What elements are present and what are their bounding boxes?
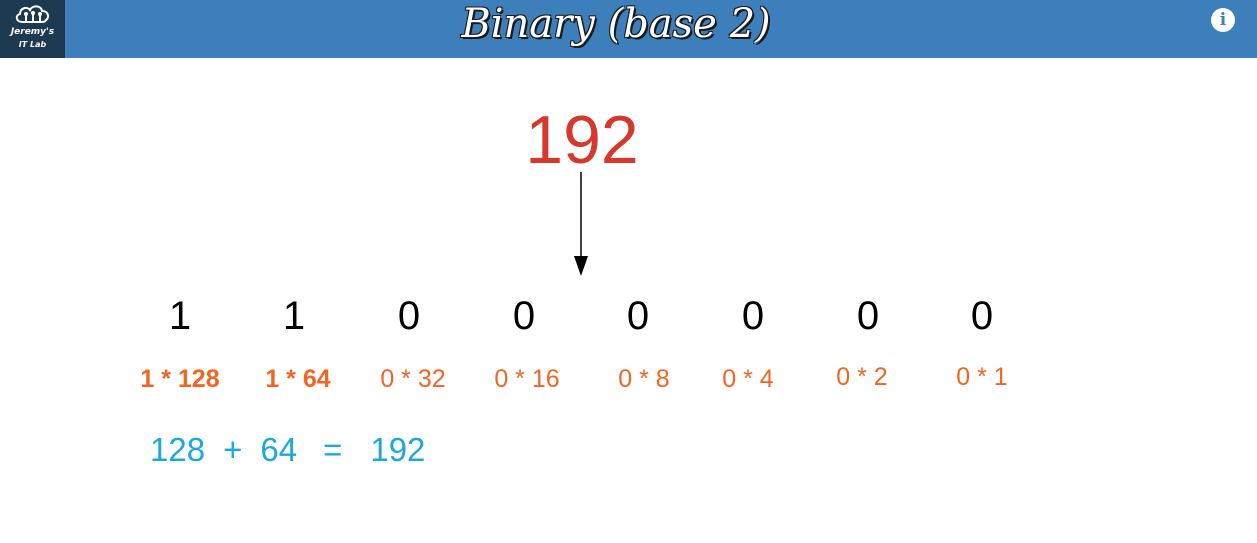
bit-digit-4: 0 — [741, 294, 765, 338]
down-arrow-icon — [574, 172, 588, 276]
page-title: Binary (base 2) — [461, 1, 771, 47]
sum-term-64: 64 — [260, 431, 298, 468]
sum-term-128: 128 — [150, 431, 206, 468]
bit-calc-1: 0 * 1 — [956, 363, 1008, 391]
top-bar: Jeremy's IT Lab Binary (base 2) i — [0, 0, 1257, 58]
logo-text-line2: IT Lab — [18, 40, 47, 49]
cloud-network-icon — [15, 5, 50, 23]
plus-sign: + — [223, 431, 243, 468]
bit-calc-32: 0 * 32 — [380, 365, 446, 393]
bit-calc-128: 1 * 128 — [140, 365, 220, 393]
bit-digit-64: 1 — [282, 294, 306, 338]
bit-calc-16: 0 * 16 — [494, 365, 560, 393]
decimal-value: 192 — [525, 102, 639, 178]
info-icon[interactable]: i — [1211, 8, 1235, 32]
sum-equation: 128 +64 = 192 — [150, 430, 425, 470]
bit-calc-4: 0 * 4 — [722, 365, 774, 393]
bit-calc-8: 0 * 8 — [618, 365, 670, 393]
equals-sign: = — [323, 431, 343, 468]
bit-digit-32: 0 — [397, 294, 421, 338]
bit-digit-16: 0 — [512, 294, 536, 338]
bit-calc-2: 0 * 2 — [836, 363, 888, 391]
bit-calc-64: 1 * 64 — [265, 365, 331, 393]
logo-text-line1: Jeremy's — [10, 27, 55, 37]
sum-result: 192 — [370, 431, 426, 468]
bit-digit-128: 1 — [168, 294, 192, 338]
bit-digit-8: 0 — [626, 294, 650, 338]
bit-digit-1: 0 — [970, 294, 994, 338]
bit-digit-2: 0 — [856, 294, 880, 338]
site-logo[interactable]: Jeremy's IT Lab — [0, 0, 65, 58]
